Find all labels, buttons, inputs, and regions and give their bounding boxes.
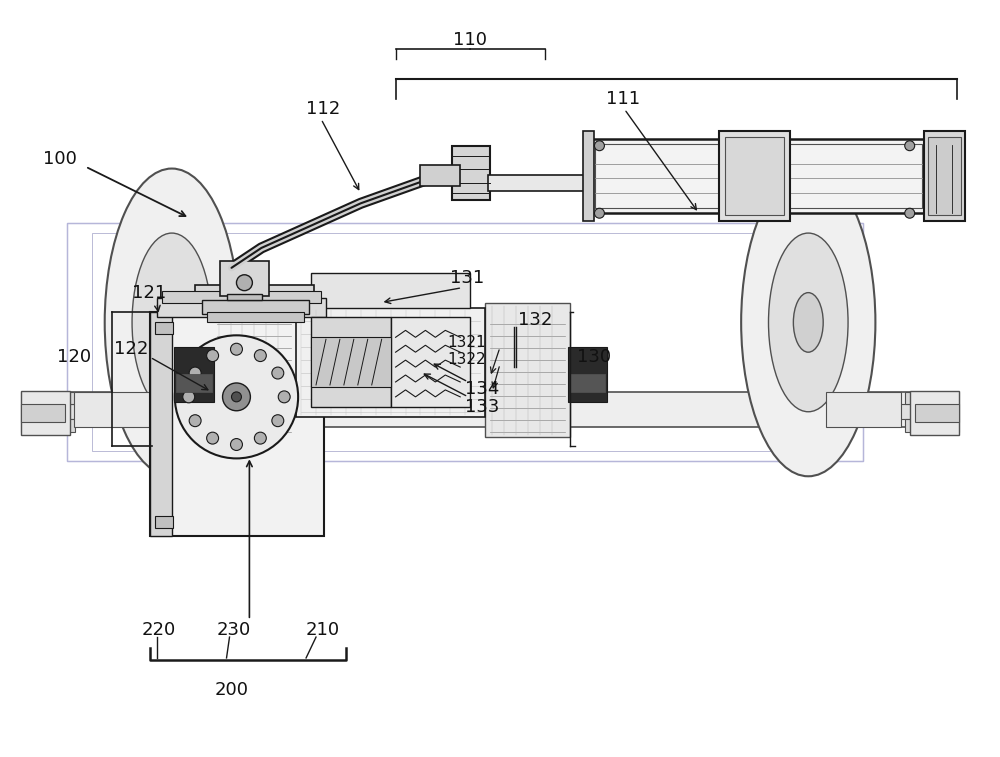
Bar <box>21 392 75 403</box>
Bar <box>725 137 784 215</box>
Circle shape <box>175 335 298 459</box>
Bar <box>568 347 607 402</box>
Bar <box>207 313 304 322</box>
Ellipse shape <box>741 169 875 476</box>
Text: 200: 200 <box>214 681 248 699</box>
Bar <box>212 303 296 437</box>
Bar <box>595 144 922 208</box>
Bar <box>900 403 959 419</box>
Circle shape <box>183 391 195 403</box>
Circle shape <box>189 415 201 427</box>
Circle shape <box>254 350 266 362</box>
Text: 131: 131 <box>450 269 485 287</box>
Bar <box>202 300 309 314</box>
Circle shape <box>236 275 252 291</box>
Bar <box>150 313 172 536</box>
Circle shape <box>272 415 284 427</box>
Bar <box>155 516 173 528</box>
Bar <box>67 223 863 461</box>
Bar <box>220 261 269 296</box>
Text: 1322: 1322 <box>447 352 486 366</box>
Bar <box>157 298 326 317</box>
Bar <box>583 131 594 221</box>
Bar <box>452 145 490 201</box>
Circle shape <box>207 350 219 362</box>
Text: 133: 133 <box>465 397 500 416</box>
Bar <box>48 392 952 427</box>
Circle shape <box>232 392 241 402</box>
Circle shape <box>905 141 915 151</box>
Bar <box>719 131 790 221</box>
Bar <box>915 403 959 422</box>
Bar <box>485 303 570 437</box>
Bar <box>910 391 959 435</box>
Circle shape <box>905 208 915 218</box>
Bar <box>296 307 485 416</box>
Bar <box>67 223 863 461</box>
Bar <box>488 175 592 192</box>
Ellipse shape <box>105 169 239 476</box>
Bar <box>391 317 470 407</box>
Bar <box>590 139 928 213</box>
Text: 1321: 1321 <box>447 335 486 350</box>
Circle shape <box>231 438 242 450</box>
Bar <box>21 391 70 435</box>
Text: 110: 110 <box>453 30 487 48</box>
Bar <box>924 131 965 221</box>
Bar <box>227 294 262 300</box>
Circle shape <box>207 432 219 444</box>
Circle shape <box>231 343 242 355</box>
Text: 120: 120 <box>57 348 92 366</box>
Ellipse shape <box>793 293 823 352</box>
Circle shape <box>189 367 201 379</box>
Text: 122: 122 <box>114 340 149 358</box>
Bar <box>155 322 173 335</box>
Text: 112: 112 <box>306 100 340 118</box>
Text: 230: 230 <box>217 621 251 639</box>
Circle shape <box>254 432 266 444</box>
Bar <box>905 419 959 431</box>
Circle shape <box>278 391 290 403</box>
Bar <box>174 347 214 402</box>
Bar <box>162 291 321 303</box>
Bar <box>311 317 391 407</box>
Text: 220: 220 <box>142 621 176 639</box>
Bar <box>92 233 838 451</box>
Bar <box>21 419 75 431</box>
Bar <box>420 164 460 186</box>
Ellipse shape <box>157 293 187 352</box>
Bar <box>150 313 324 536</box>
Text: 100: 100 <box>43 150 76 167</box>
Bar <box>195 285 314 303</box>
Bar <box>74 392 154 427</box>
Bar <box>21 403 80 419</box>
Text: 130: 130 <box>577 348 611 366</box>
Text: 210: 210 <box>306 621 340 639</box>
Bar <box>928 137 961 215</box>
Bar <box>311 273 470 307</box>
Circle shape <box>594 208 604 218</box>
Text: 132: 132 <box>518 311 552 329</box>
Circle shape <box>594 141 604 151</box>
Ellipse shape <box>768 233 848 412</box>
Bar <box>21 403 65 422</box>
Circle shape <box>223 383 250 411</box>
Text: 134: 134 <box>465 380 500 398</box>
Bar <box>311 338 391 387</box>
Bar <box>826 392 901 427</box>
Bar <box>176 374 212 392</box>
Bar <box>905 392 959 403</box>
Ellipse shape <box>132 233 212 412</box>
Text: 111: 111 <box>606 90 641 108</box>
Circle shape <box>272 367 284 379</box>
Text: 121: 121 <box>132 284 166 301</box>
Bar <box>570 374 605 392</box>
